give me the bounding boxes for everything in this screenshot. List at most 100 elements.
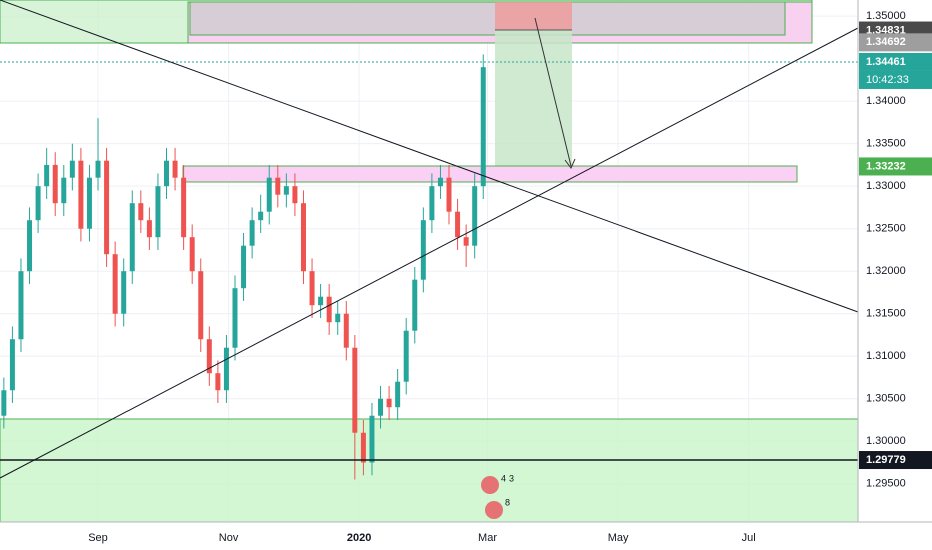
countdown-label: 10:42:33 (866, 74, 909, 86)
candle-body (241, 245, 247, 289)
x-tick-label: Sep (88, 532, 108, 544)
y-tick-label: 1.34000 (866, 95, 906, 107)
price-tag-box (859, 52, 932, 71)
candle-body (86, 177, 92, 229)
candle-body (138, 203, 144, 221)
y-tick-label: 1.32500 (866, 223, 906, 235)
candle-body (181, 177, 187, 238)
candle-body (61, 177, 67, 204)
candles (0, 54, 858, 480)
demand-zone (182, 165, 798, 183)
candle-body (403, 330, 409, 382)
candle-body (258, 211, 264, 221)
y-tick-label: 1.29500 (866, 478, 906, 490)
candle-body (412, 279, 418, 331)
event-icon (481, 476, 499, 494)
candle-body (215, 373, 221, 391)
candle-body (300, 203, 306, 272)
y-tick-label: 1.30500 (866, 393, 906, 405)
x-tick-label: Mar (478, 532, 497, 544)
price-tag-label: 1.34461 (866, 56, 906, 68)
candle-body (121, 271, 127, 314)
price-tag-label: 1.33232 (866, 160, 906, 172)
target-area (495, 30, 572, 168)
y-tick-label: 1.35000 (866, 10, 906, 22)
candle-body (18, 271, 24, 340)
arrow-head (564, 158, 576, 169)
candle-body (35, 186, 41, 221)
event-count: 3 (509, 473, 514, 483)
candle-body (378, 398, 384, 416)
candle-body (1, 390, 7, 416)
candle-body (189, 237, 195, 272)
axis-labels: 1.29500 1.30000 1.30500 1.31000 1.31500 1.320… (88, 10, 932, 544)
candle-body (266, 177, 272, 212)
candle-body (326, 296, 332, 323)
candle-body (318, 296, 324, 306)
candle-body (446, 177, 452, 212)
candle-body (155, 186, 161, 238)
candle-body (78, 160, 84, 229)
candle-body (309, 271, 315, 306)
x-tick-label: Nov (219, 532, 239, 544)
event-count: 4 (501, 473, 506, 483)
price-tag-box (859, 33, 932, 52)
arrow (534, 17, 572, 167)
candle-body (232, 288, 238, 348)
events: 4 3 8 (481, 473, 514, 519)
candle-body (9, 339, 15, 391)
candle-body (292, 186, 298, 204)
candle-body (437, 177, 443, 187)
candle-body (223, 347, 229, 391)
candle-body (472, 186, 478, 246)
candle-body (52, 164, 58, 204)
stop-area (495, 2, 572, 30)
candle-body (275, 177, 281, 195)
candle-body (429, 186, 435, 221)
candle-body (146, 220, 152, 238)
candle-body (206, 339, 212, 374)
candle-body (172, 160, 178, 178)
support-zone (0, 418, 859, 523)
event-count: 8 (505, 497, 510, 507)
candle-body (480, 67, 486, 187)
candle-body (463, 237, 469, 246)
candle-body (352, 347, 358, 433)
candle-body (104, 160, 110, 255)
countdown-box (859, 70, 932, 89)
time-axis (0, 522, 932, 550)
event-icon (485, 501, 503, 519)
price-tag: 1.34461 10:42:33 (859, 52, 932, 89)
y-tick-label: 1.31000 (866, 350, 906, 362)
candle-body (343, 313, 349, 348)
x-tick-label: 2020 (347, 532, 371, 544)
price-tag: 1.29779 (859, 451, 932, 470)
trend-line (0, 27, 859, 479)
price-tag-label: 1.29779 (866, 454, 906, 466)
candle-body (27, 220, 33, 272)
candle-body (386, 398, 392, 408)
candle-body (455, 211, 461, 238)
candle-body (395, 381, 401, 408)
y-tick-label: 1.33500 (866, 138, 906, 150)
price-tag: 1.33232 (859, 157, 932, 176)
x-tick-label: May (608, 532, 629, 544)
trend-line (0, 0, 859, 313)
inner-zone (189, 1, 786, 36)
candle-body (69, 160, 75, 178)
y-tick-label: 1.30000 (866, 435, 906, 447)
candle-body (44, 164, 50, 187)
candle-body (129, 203, 135, 272)
candle-body (95, 160, 101, 178)
y-tick-label: 1.32000 (866, 265, 906, 277)
price-tag: 1.34692 (859, 33, 932, 52)
price-tag-box (859, 451, 932, 470)
candle-body (335, 313, 341, 323)
candle-body (420, 220, 426, 280)
candle-body (249, 220, 255, 246)
candle-body (369, 415, 375, 463)
candle-body (112, 254, 118, 314)
y-tick-label: 1.31500 (866, 308, 906, 320)
candle-body (198, 271, 204, 340)
